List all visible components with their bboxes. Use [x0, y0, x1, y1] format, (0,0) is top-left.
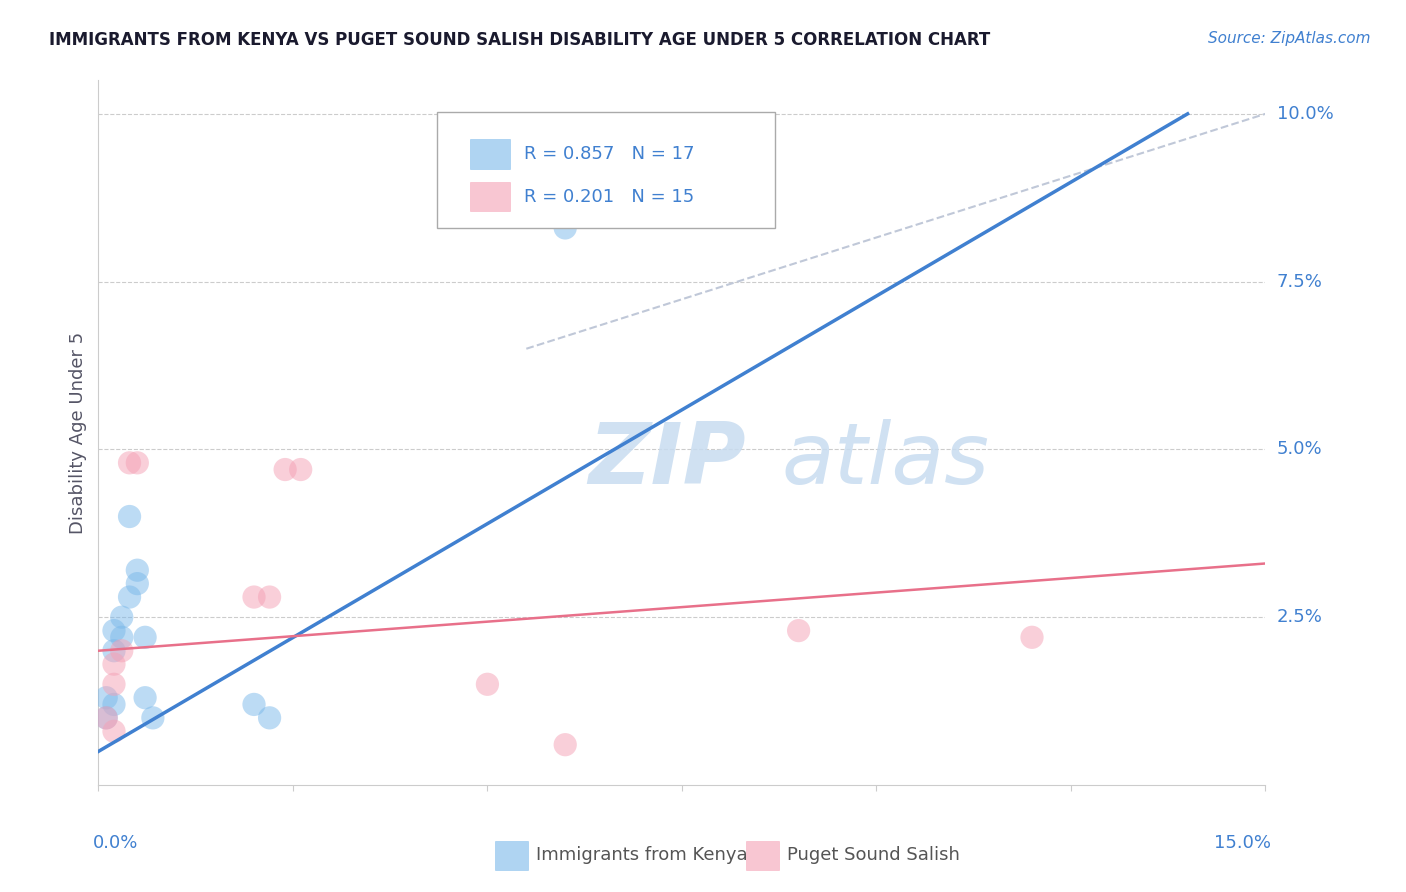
Text: Source: ZipAtlas.com: Source: ZipAtlas.com: [1208, 31, 1371, 46]
Point: [259, 590, 281, 604]
FancyBboxPatch shape: [747, 841, 779, 870]
Text: 7.5%: 7.5%: [1277, 273, 1323, 291]
Point: [96, 711, 118, 725]
Point: [554, 221, 576, 235]
Point: [127, 456, 149, 470]
Text: atlas: atlas: [782, 419, 988, 502]
Point: [103, 698, 125, 712]
Point: [477, 677, 499, 691]
Point: [259, 711, 281, 725]
Point: [554, 738, 576, 752]
Y-axis label: Disability Age Under 5: Disability Age Under 5: [69, 332, 87, 533]
Point: [103, 677, 125, 691]
Text: IMMIGRANTS FROM KENYA VS PUGET SOUND SALISH DISABILITY AGE UNDER 5 CORRELATION C: IMMIGRANTS FROM KENYA VS PUGET SOUND SAL…: [49, 31, 990, 49]
FancyBboxPatch shape: [470, 139, 510, 169]
Point: [111, 610, 134, 624]
Point: [134, 630, 156, 644]
Point: [127, 563, 149, 577]
Point: [787, 624, 810, 638]
Point: [243, 590, 266, 604]
Point: [274, 462, 297, 476]
FancyBboxPatch shape: [495, 841, 527, 870]
Text: Immigrants from Kenya: Immigrants from Kenya: [536, 847, 748, 864]
FancyBboxPatch shape: [470, 182, 510, 211]
Point: [243, 698, 266, 712]
Point: [1021, 630, 1043, 644]
Point: [118, 456, 141, 470]
Point: [103, 644, 125, 658]
Text: R = 0.201   N = 15: R = 0.201 N = 15: [524, 187, 695, 205]
Point: [96, 711, 118, 725]
Point: [118, 509, 141, 524]
Text: 5.0%: 5.0%: [1277, 441, 1322, 458]
Point: [127, 576, 149, 591]
Point: [134, 690, 156, 705]
Point: [142, 711, 165, 725]
Text: 0.0%: 0.0%: [93, 834, 138, 852]
Point: [290, 462, 312, 476]
Point: [103, 724, 125, 739]
FancyBboxPatch shape: [437, 112, 775, 228]
Point: [103, 657, 125, 672]
Text: R = 0.857   N = 17: R = 0.857 N = 17: [524, 145, 695, 163]
Text: Puget Sound Salish: Puget Sound Salish: [787, 847, 960, 864]
Point: [118, 590, 141, 604]
Text: 15.0%: 15.0%: [1215, 834, 1271, 852]
Text: ZIP: ZIP: [589, 419, 747, 502]
Text: 10.0%: 10.0%: [1277, 105, 1333, 123]
Point: [111, 630, 134, 644]
Point: [96, 690, 118, 705]
Point: [111, 644, 134, 658]
Point: [103, 624, 125, 638]
Text: 2.5%: 2.5%: [1277, 608, 1323, 626]
